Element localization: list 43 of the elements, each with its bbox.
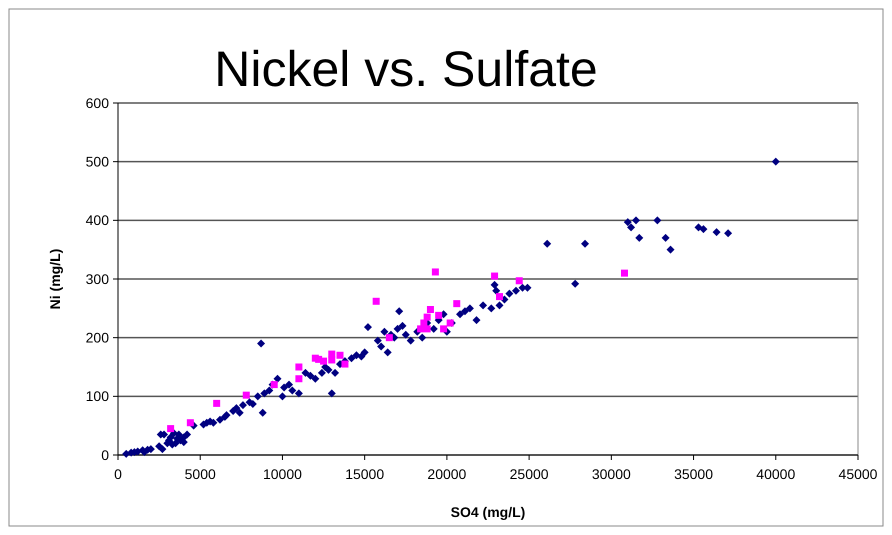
point — [320, 358, 328, 365]
point — [295, 364, 302, 370]
x-tick-label: 30000 — [592, 466, 632, 482]
point — [516, 277, 523, 284]
point — [167, 425, 174, 432]
x-tick-label: 45000 — [838, 466, 878, 482]
point — [341, 360, 348, 368]
y-tick-label: 300 — [86, 270, 110, 287]
y-tick-label: 600 — [86, 94, 110, 111]
point — [242, 392, 250, 399]
point — [426, 306, 434, 314]
point — [432, 268, 439, 276]
point — [424, 325, 431, 332]
y-tick-label: 400 — [86, 212, 110, 228]
x-tick-label: 10000 — [262, 466, 302, 482]
x-tick-label: 0 — [114, 466, 122, 482]
x-tick-label: 20000 — [427, 466, 467, 482]
x-axis-title: SO4 (mg/L) — [450, 504, 526, 520]
x-tick-label: 15000 — [345, 466, 384, 482]
x-tick-label: 25000 — [510, 466, 549, 482]
point — [386, 334, 393, 342]
y-tick-label: 100 — [86, 388, 110, 404]
point — [336, 352, 344, 359]
y-tick-label: 500 — [86, 154, 110, 170]
point — [424, 314, 431, 321]
point — [295, 375, 302, 382]
point — [496, 293, 504, 300]
y-axis-title: Ni (mg/L) — [47, 248, 63, 310]
point — [435, 312, 442, 319]
point — [440, 325, 448, 332]
point — [213, 400, 220, 407]
point — [620, 270, 628, 277]
point — [491, 272, 498, 280]
point — [372, 298, 380, 305]
point — [453, 300, 460, 308]
y-tick-label: 200 — [86, 330, 110, 346]
x-tick-label: 35000 — [674, 466, 714, 482]
point — [328, 356, 336, 364]
y-tick-label: 0 — [101, 446, 110, 463]
chart-title: Nickel vs. Sulfate — [214, 41, 598, 97]
x-tick-label: 40000 — [756, 466, 796, 482]
x-tick-label: 5000 — [184, 466, 216, 482]
point — [186, 419, 194, 426]
